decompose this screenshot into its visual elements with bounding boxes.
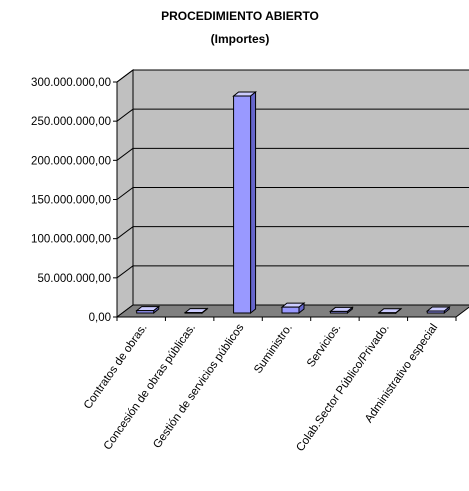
bar-front [184,312,203,314]
x-tick-label: Concesión de obras públicas. [102,322,198,452]
gridline-side [116,226,134,240]
y-tick-label: 150.000.000,00 [31,195,111,207]
y-tick-label: 200.000.000,00 [31,155,111,167]
chart-title: PROCEDIMIENTO ABIERTO [161,9,319,23]
bar [329,306,354,315]
gridline-side [116,187,134,200]
bar-front [136,310,155,314]
bar-side [250,90,257,315]
gridline-side [116,108,134,122]
bar [280,302,306,315]
bar-front [426,310,445,314]
gridline-side [116,265,134,279]
bar-front [329,310,348,314]
bar [377,307,403,315]
y-tick-label: 100.000.000,00 [31,234,111,246]
bar [183,307,209,315]
gridline-side [116,147,134,161]
bar-front [281,306,300,314]
x-tick-label: Colab.Sector Público/Privado. [294,322,391,454]
y-tick-label: 250.000.000,00 [31,116,111,128]
y-tick-label: 0,00 [89,312,111,324]
x-tick-label: Suministro. [252,322,295,376]
bar-front [378,312,397,314]
plot-area [115,69,469,318]
y-tick-label: 50.000.000,00 [37,273,111,285]
bars [135,90,451,315]
bar [135,305,161,315]
y-tick-label: 300.000.000,00 [31,77,111,89]
x-tick-label: Servicios. [305,322,343,370]
bar-front [233,95,252,314]
bar [425,306,451,315]
bar [232,90,257,315]
chart-subtitle: (Importes) [211,32,270,46]
gridline-side [116,69,134,83]
y-axis: 0,00 50.000.000,00 100.000.000,00 150.000.0… [31,77,118,324]
x-axis: Contratos de obras.Concesión de obras pú… [82,316,457,454]
x-tick-label: Gestión de servicios públicos [151,322,246,451]
